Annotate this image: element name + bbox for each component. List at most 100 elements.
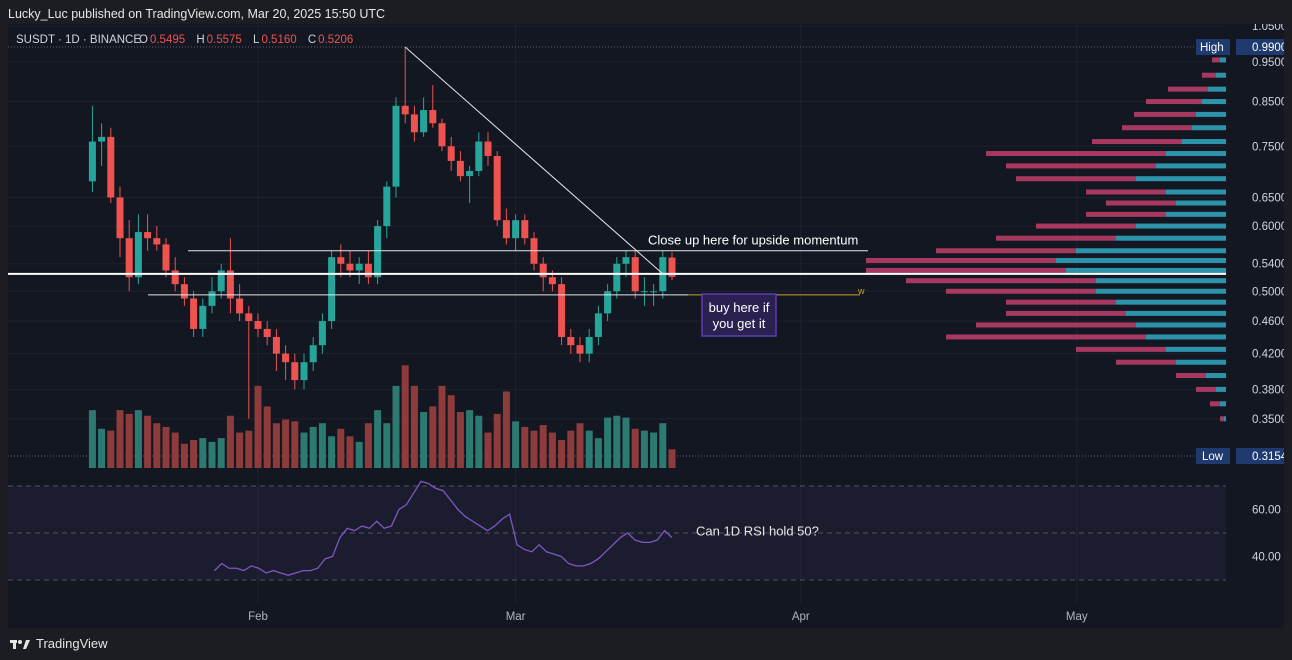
volume-bar <box>208 441 216 468</box>
open-label: O <box>139 34 148 46</box>
candle-body <box>512 220 520 239</box>
volume-bar <box>263 406 271 468</box>
close-value: 0.5206 <box>318 34 353 46</box>
vp-row-up <box>1126 310 1226 316</box>
x-tick-label: Mar <box>506 611 526 623</box>
vp-row-down <box>906 278 1096 284</box>
vp-row-down <box>1168 86 1208 92</box>
vp-row-up <box>1066 267 1226 273</box>
volume-bar <box>392 385 400 468</box>
annotations: w Close up here for upside momentum buy he… <box>8 46 1226 337</box>
candle-body <box>217 270 225 292</box>
vp-row-up <box>1146 334 1226 340</box>
vp-row-down <box>946 334 1146 340</box>
candle-body <box>328 257 336 322</box>
vp-row-down <box>1086 211 1166 217</box>
vp-row-down <box>1176 373 1206 379</box>
volume-bar <box>438 385 446 468</box>
volume-bar <box>144 415 152 468</box>
vp-row-down <box>1076 346 1166 352</box>
candle-body <box>613 263 621 292</box>
vp-row-up <box>1220 401 1226 407</box>
volume-bar <box>199 438 207 468</box>
candle-body <box>392 105 400 187</box>
vp-row-down <box>1146 99 1202 105</box>
vp-row-down <box>986 151 1166 157</box>
volume-bar <box>245 430 253 468</box>
vp-row-down <box>1212 57 1220 63</box>
high-tag-box <box>1196 39 1230 56</box>
candle-body <box>236 298 244 314</box>
volume-bar <box>622 417 630 468</box>
rsi-tick-label: 40.00 <box>1252 552 1281 564</box>
vp-row-up <box>1176 359 1226 365</box>
candle-body <box>420 110 428 133</box>
chart-panel[interactable]: Feb Mar Apr May 60.00 40.00 Can 1D RSI hold 5… <box>8 24 1284 628</box>
candle-body <box>144 232 152 239</box>
low-value: 0.5160 <box>261 34 296 46</box>
vp-row-up <box>1192 125 1226 131</box>
candle-body <box>475 141 483 171</box>
symbol-name: SUSDT · 1D · BINANCE <box>16 34 141 46</box>
volume-bar <box>364 423 372 468</box>
vp-row-down <box>1036 223 1136 229</box>
resistance-annotation: Close up here for upside momentum <box>648 233 858 248</box>
volume-bars <box>88 365 676 468</box>
vp-row-down <box>1220 416 1224 422</box>
candle-body <box>245 313 253 322</box>
high-value: 0.5575 <box>207 34 242 46</box>
volume-bar <box>594 438 602 468</box>
candle-body <box>309 345 317 363</box>
volume-bar <box>254 385 262 468</box>
volume-bar <box>383 423 391 468</box>
volume-bar <box>585 430 593 468</box>
vp-row-up <box>1116 235 1226 241</box>
candle-body <box>585 336 593 354</box>
y-tick-label: 0.4600 <box>1252 316 1284 328</box>
candle-body <box>346 263 354 271</box>
candle-body <box>548 277 556 285</box>
volume-bar <box>604 417 612 468</box>
vp-row-up <box>1202 99 1226 105</box>
candle-body <box>107 136 115 198</box>
volume-bar <box>447 395 455 468</box>
candle-body <box>456 160 464 177</box>
vp-row-down <box>1092 139 1182 145</box>
vp-row-up <box>1096 278 1226 284</box>
chart[interactable]: Feb Mar Apr May 60.00 40.00 Can 1D RSI hold 5… <box>8 24 1284 628</box>
volume-bar <box>282 419 290 468</box>
footer-brand: TradingView <box>36 636 108 651</box>
volume-bar <box>558 440 566 468</box>
y-tick-label: 0.3800 <box>1252 384 1284 396</box>
candle-body <box>640 291 648 293</box>
y-tick-label: 0.8500 <box>1252 97 1284 109</box>
candle-body <box>134 232 142 278</box>
volume-bar <box>88 410 96 468</box>
vp-row-up <box>1166 151 1226 157</box>
vp-row-up <box>1206 373 1226 379</box>
candle-body <box>594 313 602 337</box>
low-tag-label: Low <box>1202 451 1224 463</box>
vp-row-up <box>1216 386 1226 392</box>
y-tick-label: 0.3500 <box>1252 414 1284 426</box>
volume-bar <box>180 443 188 468</box>
candle-body <box>438 123 446 147</box>
volume-bar <box>410 385 418 468</box>
volume-bar <box>125 413 133 468</box>
candle-body <box>401 105 409 115</box>
vp-row-up <box>1136 322 1226 328</box>
volume-bar <box>548 432 556 468</box>
high-tag-label: High <box>1200 42 1224 54</box>
candle-body <box>567 336 575 346</box>
high-label: H <box>196 34 204 46</box>
vp-row-down <box>1006 163 1156 169</box>
candle-body <box>539 263 547 278</box>
vp-row-down <box>1202 72 1216 78</box>
candle-body <box>190 298 198 329</box>
rsi-line <box>213 480 673 576</box>
candle-body <box>300 362 308 381</box>
volume-bar <box>291 421 299 468</box>
volume-bar <box>107 430 115 468</box>
grid: Feb Mar Apr May <box>8 24 1226 623</box>
y-tick-label: 1.0500 <box>1252 24 1284 33</box>
